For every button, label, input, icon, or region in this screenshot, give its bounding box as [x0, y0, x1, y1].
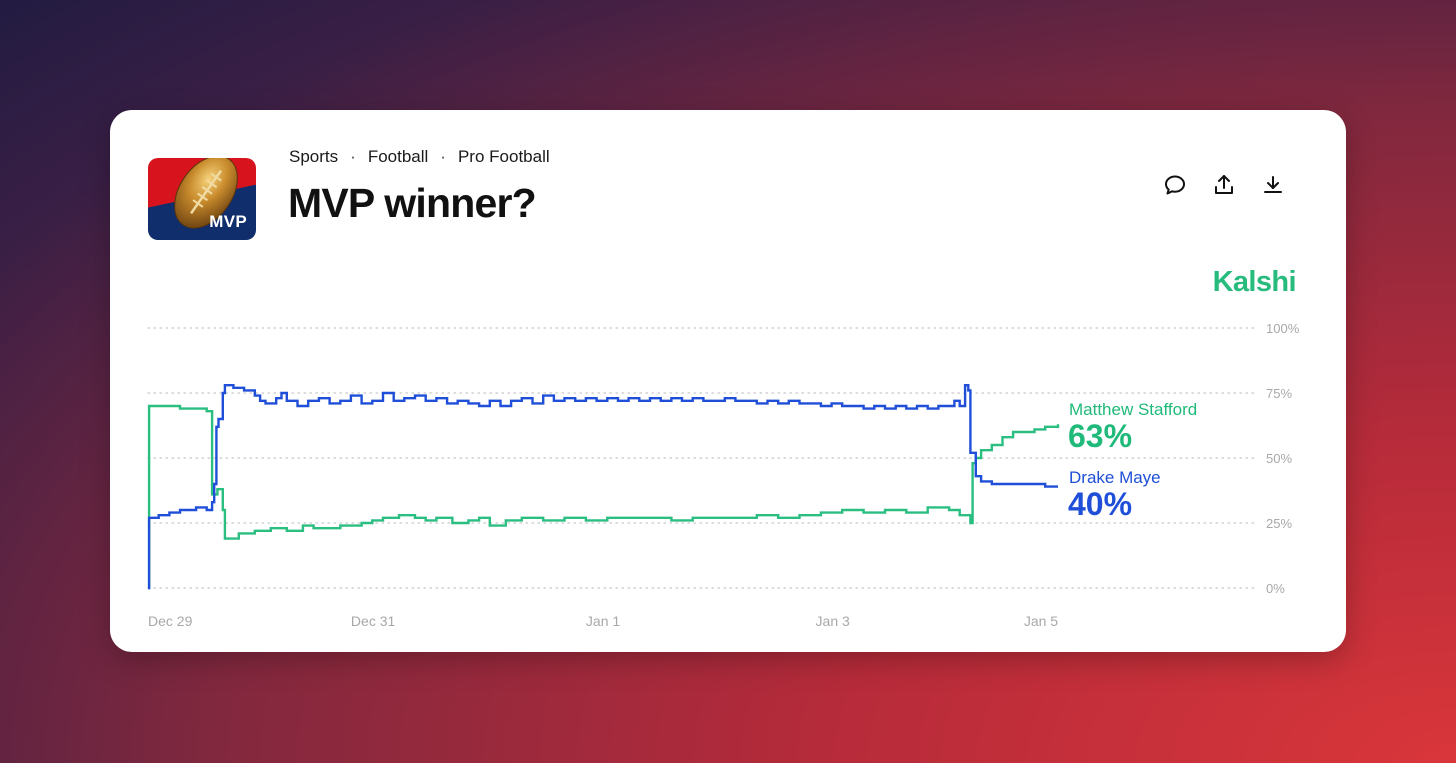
series-value-matthew-stafford: 63%	[1068, 418, 1132, 454]
logo-mvp-text: MVP	[209, 212, 247, 231]
speech-bubble-icon	[1165, 175, 1185, 195]
breadcrumb-pro-football[interactable]: Pro Football	[457, 147, 550, 166]
brand-logo: Kalshi	[1212, 266, 1297, 298]
breadcrumb-separator: ·	[440, 147, 446, 166]
football-icon	[174, 158, 238, 229]
page-title: MVP winner?	[288, 180, 537, 226]
series-line-matthew-stafford	[147, 404, 1060, 590]
x-tick-label: Jan 1	[586, 613, 620, 629]
share-button[interactable]	[1212, 172, 1236, 198]
y-tick-label: 25%	[1266, 516, 1292, 531]
download-button[interactable]	[1261, 172, 1285, 198]
download-icon	[1264, 176, 1282, 193]
breadcrumb-sports[interactable]: Sports	[289, 147, 339, 166]
y-tick-label: 100%	[1266, 321, 1300, 336]
series-value-drake-maye: 40%	[1068, 486, 1132, 522]
breadcrumb-football[interactable]: Football	[367, 147, 429, 166]
y-tick-label: 0%	[1266, 581, 1285, 596]
series-label-matthew-stafford: Matthew Stafford	[1069, 400, 1197, 419]
breadcrumb: Sports · Football · Pro Football	[289, 147, 550, 167]
comment-button[interactable]	[1163, 172, 1187, 198]
y-tick-label: 50%	[1266, 451, 1292, 466]
action-buttons	[1163, 172, 1285, 198]
upload-icon	[1215, 175, 1233, 194]
x-tick-label: Dec 31	[351, 613, 396, 629]
x-tick-label: Jan 3	[816, 613, 850, 629]
market-logo: MVP	[148, 158, 256, 240]
breadcrumb-separator: ·	[350, 147, 356, 166]
market-card: MVP Sports · Football · Pro Football MVP…	[110, 110, 1346, 652]
chart: 100% 75% 50% 25% 0% Dec 29 Dec 31 Jan 1 Jan 3 Jan…	[147, 321, 1300, 629]
series-label-drake-maye: Drake Maye	[1069, 468, 1161, 487]
y-tick-label: 75%	[1266, 386, 1292, 401]
x-tick-label: Dec 29	[148, 613, 193, 629]
series-line-drake-maye	[147, 384, 1058, 590]
x-tick-label: Jan 5	[1024, 613, 1058, 629]
